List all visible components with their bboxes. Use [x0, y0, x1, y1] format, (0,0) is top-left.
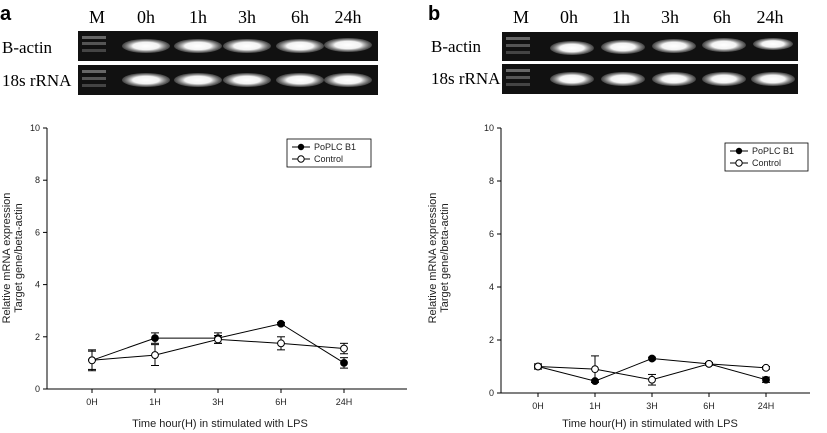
- x-tick-label: 3H: [646, 401, 658, 411]
- gel-row-label-18s: 18s rRNA: [431, 69, 501, 88]
- legend-marker-poplc: [297, 143, 305, 151]
- y-tick-label: 4: [35, 280, 40, 290]
- y-tick-label: 8: [35, 175, 40, 185]
- lane-label-6h: 6h: [713, 7, 731, 27]
- legend-marker-control: [735, 159, 743, 167]
- line-chart-b: 0 2 4 6 8 10 0H 1H 3H 6H 24H Time hour(H) in stim…: [427, 123, 810, 430]
- data-point-control: [648, 375, 656, 384]
- lane-label-marker: M: [89, 7, 105, 27]
- lane-label-0h: 0h: [560, 7, 578, 27]
- y-tick-label: 0: [35, 384, 40, 394]
- y-axis-title-line2: Target gene/beta-actin: [439, 203, 451, 312]
- x-tick-label: 6H: [275, 397, 287, 407]
- legend: PoPLC B1 Control: [286, 138, 372, 168]
- y-tick-label: 6: [35, 227, 40, 237]
- y-ticks: 0 2 4 6 8 10: [484, 123, 501, 398]
- y-axis-title-line1: Relative mRNA expression: [1, 193, 13, 324]
- x-tick-label: 24H: [758, 401, 775, 411]
- gel-image-18s-rrna: [502, 64, 798, 94]
- lane-label-3h: 3h: [238, 7, 256, 27]
- lane-label-1h: 1h: [612, 7, 630, 27]
- y-tick-label: 6: [489, 229, 494, 239]
- panel-a: a M 0h 1h 3h 6h 24h B-actin 18s rRNA: [0, 3, 407, 430]
- legend-marker-control: [297, 155, 305, 163]
- series-marks: [534, 354, 770, 386]
- lane-label-1h: 1h: [189, 7, 207, 27]
- x-axis-title: Time hour(H) in stimulated with LPS: [562, 418, 738, 430]
- gel-lane-labels: M 0h 1h 3h 6h 24h: [89, 7, 362, 27]
- data-point-control: [705, 359, 713, 368]
- legend-label-control: Control: [314, 154, 343, 164]
- lane-label-0h: 0h: [137, 7, 155, 27]
- data-point-control: [277, 339, 285, 348]
- lane-label-24h: 24h: [335, 7, 362, 27]
- data-point-control: [151, 351, 159, 359]
- y-axis-title-line2: Target gene/beta-actin: [13, 203, 25, 312]
- x-tick-label: 0H: [86, 397, 98, 407]
- data-point-control: [88, 356, 96, 365]
- data-point-control: [762, 363, 770, 372]
- gel-image-18s-rrna: [78, 65, 378, 95]
- x-tick-label: 6H: [703, 401, 715, 411]
- y-ticks: 0 2 4 6 8 10: [30, 123, 47, 394]
- x-ticks: 0H 1H 3H 6H 24H: [532, 393, 774, 411]
- panel-letter: b: [428, 3, 440, 25]
- legend-marker-poplc: [735, 147, 743, 155]
- y-tick-label: 0: [489, 388, 494, 398]
- y-tick-label: 8: [489, 176, 494, 186]
- legend-label-poplc: PoPLC B1: [752, 146, 794, 156]
- data-point-poplc-b1: [591, 377, 599, 385]
- x-axis-title: Time hour(H) in stimulated with LPS: [132, 418, 308, 430]
- lane-label-24h: 24h: [757, 7, 784, 27]
- data-point-control: [534, 362, 542, 371]
- data-point-poplc-b1: [151, 334, 159, 343]
- panel-letter: a: [0, 3, 12, 25]
- data-point-control: [214, 335, 222, 344]
- data-point-control: [340, 344, 348, 353]
- legend-box: [286, 138, 372, 168]
- x-tick-label: 24H: [336, 397, 353, 407]
- x-ticks: 0H 1H 3H 6H 24H: [86, 389, 352, 407]
- legend: PoPLC B1 Control: [724, 142, 809, 172]
- gel-image-b-actin: [78, 31, 378, 61]
- line-chart-a: 0 2 4 6 8 10 0H 1H 3H 6H 24H Time hour(H) in stim…: [1, 123, 407, 430]
- gel-row-label-b-actin: B-actin: [431, 37, 482, 56]
- y-tick-label: 4: [489, 282, 494, 292]
- gel-lane-labels: M 0h 1h 3h 6h 24h: [513, 7, 784, 27]
- y-tick-label: 10: [30, 123, 40, 133]
- lane-label-3h: 3h: [661, 7, 679, 27]
- x-tick-label: 1H: [149, 397, 161, 407]
- panel-b: b M 0h 1h 3h 6h 24h B-actin 18s rRNA: [427, 3, 810, 430]
- y-axis-title-line1: Relative mRNA expression: [427, 193, 439, 324]
- y-tick-label: 2: [35, 332, 40, 342]
- data-point-poplc-b1: [277, 319, 285, 328]
- x-tick-label: 0H: [532, 401, 544, 411]
- x-tick-label: 3H: [212, 397, 224, 407]
- gel-image-b-actin: [502, 32, 798, 61]
- series-marks: [88, 319, 348, 372]
- gel-row-label-b-actin: B-actin: [2, 38, 53, 57]
- legend-label-control: Control: [752, 158, 781, 168]
- data-point-control: [591, 365, 599, 374]
- data-point-poplc-b1: [648, 354, 656, 363]
- gel-row-label-18s: 18s rRNA: [2, 71, 72, 90]
- y-tick-label: 10: [484, 123, 494, 133]
- data-point-poplc-b1: [340, 359, 348, 367]
- data-point-poplc-b1: [762, 375, 770, 384]
- y-tick-label: 2: [489, 335, 494, 345]
- lane-label-marker: M: [513, 7, 529, 27]
- legend-label-poplc: PoPLC B1: [314, 142, 356, 152]
- x-tick-label: 1H: [589, 401, 601, 411]
- lane-label-6h: 6h: [291, 7, 309, 27]
